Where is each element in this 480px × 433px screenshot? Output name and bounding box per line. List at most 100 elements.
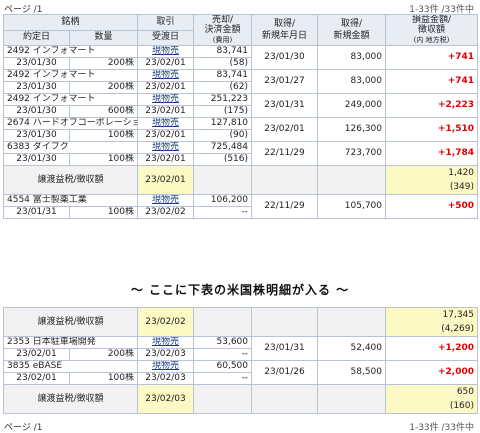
pager-count: 1-33件 /33件中 [409,5,474,15]
sell-amount: 251,223 [193,93,253,106]
empty-cell [193,307,253,337]
fee-amount: (58) [193,57,253,70]
table-row: 4554 富士製薬工業 現物売 106,200 22/11/29 105,700 +500 [2,194,479,219]
hdr-soneki: 損益金額/ [411,15,452,26]
us-stock-note: ～ ここに下表の米国株明細が入る ～ [130,283,350,297]
hdr-kessai: 決済金額 [204,25,241,35]
table-row: 2353 日本駐車場開発 現物売 53,600 23/01/31 52,400 +1,20… [2,336,479,361]
tax-amount: 17,345 [385,307,479,322]
local-tax-amount: (349) [385,180,479,195]
hdr-shinki-kin: 新規金額 [333,31,370,41]
stock-name: 3835 eBASE [2,360,139,373]
acquire-amount: 723,700 [317,141,387,166]
trade-type-link[interactable]: 現物売 [137,117,195,130]
execution-date: 23/01/30 [3,153,70,166]
tax-summary-date: 23/02/01 [137,165,195,195]
col-header-meigara: 銘柄 [2,14,139,31]
table-row: 2492 インフォマート 現物売 251,223 23/01/31 249,000 +2,… [2,93,479,118]
table-row: 23/02/01 200株 23/02/03 -- [3,348,478,361]
pager-top: ページ /1 1-33件 /33件中 [0,2,480,15]
sell-amount: 60,500 [193,360,253,373]
hdr-baikyaku: 売却/ [211,15,234,26]
profit-amount: +500 [385,194,479,219]
tax-summary-row: 譲渡益税/徴収額 23/02/01 1,420 [2,165,479,195]
trade-table-1: 銘柄 取引 売却/ 決済金額 (費用) 取得/ 新規年月日 取得/ 新規金額 損… [2,14,479,219]
acquire-amount: 83,000 [317,45,387,70]
empty-cell [317,384,387,414]
quantity: 100株 [68,372,139,385]
fee-amount: -- [193,206,253,219]
table-row: 23/02/01 100株 23/02/03 -- [3,372,478,385]
delivery-date: 23/02/01 [137,105,195,118]
tax-summary-label: 譲渡益税/徴収額 [2,384,139,414]
col-header-soneki: 損益金額/ 徴収額 (内 地方税) [385,14,479,46]
stock-name: 2353 日本駐車場開発 [2,336,139,349]
acquire-date: 22/11/29 [251,194,319,219]
hdr-shutoku2: 取得/ [340,19,363,29]
execution-date: 23/02/01 [3,372,70,385]
table-row: 23/01/30 600株 23/02/01 (175) [3,105,478,118]
trade-type-link[interactable]: 現物売 [137,69,195,82]
acquire-date: 23/01/26 [251,360,319,385]
trade-type-link[interactable]: 現物売 [137,141,195,154]
pager-page: ページ /1 [4,5,43,15]
stock-name: 4554 富士製薬工業 [2,194,139,207]
stock-name: 2492 インフォマート [2,69,139,82]
empty-cell [317,165,387,195]
acquire-date: 23/01/30 [251,45,319,70]
pager-bottom: ページ /1 1-33件 /33件中 [0,420,480,433]
col-header-yakujo: 約定日 [3,29,70,46]
col-header-shutoku-amount: 取得/ 新規金額 [317,14,387,46]
profit-amount: +2,223 [385,93,479,118]
trade-type-link[interactable]: 現物売 [137,360,195,373]
quantity: 600株 [68,105,139,118]
local-tax-amount: (160) [385,399,479,414]
table-row: 2492 インフォマート 現物売 83,741 23/01/30 83,000 +741 [2,45,479,70]
fee-amount: (90) [193,129,253,142]
stock-name: 2674 ハードオフコーポレーション [2,117,139,130]
acquire-date: 23/01/31 [251,93,319,118]
fee-amount: (62) [193,81,253,94]
fee-amount: (516) [193,153,253,166]
table-row: 6383 ダイフク 現物売 725,484 22/11/29 723,700 +1,784 [2,141,479,166]
tax-summary-row: 譲渡益税/徴収額 23/02/02 17,345 [2,307,479,337]
sell-amount: 127,810 [193,117,253,130]
trade-type-link[interactable]: 現物売 [137,194,195,207]
execution-date: 23/01/30 [3,57,70,70]
empty-cell [251,307,319,337]
hdr-shinki-ymd: 新規年月日 [262,31,308,41]
tax-summary-label: 譲渡益税/徴収額 [2,165,139,195]
col-header-shutoku-date: 取得/ 新規年月日 [251,14,319,46]
hdr-choshu: 徴収額 [418,25,446,35]
tax-summary-row: (160) [4,399,479,414]
local-tax-amount: (4,269) [385,322,479,337]
hdr-shutoku: 取得/ [273,19,296,29]
trade-type-link[interactable]: 現物売 [137,45,195,58]
quantity: 100株 [68,129,139,142]
acquire-amount: 52,400 [317,336,387,361]
delivery-date: 23/02/01 [137,153,195,166]
col-header-ukewatashi: 受渡日 [137,29,195,46]
acquire-date: 23/02/01 [251,117,319,142]
stock-name: 2492 インフォマート [2,93,139,106]
hdr-chihou: (内 地方税) [413,36,450,44]
delivery-date: 23/02/01 [137,81,195,94]
profit-amount: +1,510 [385,117,479,142]
quantity: 100株 [68,206,139,219]
acquire-date: 22/11/29 [251,141,319,166]
acquire-amount: 83,000 [317,69,387,94]
delivery-date: 23/02/03 [137,348,195,361]
trade-type-link[interactable]: 現物売 [137,336,195,349]
sell-amount: 83,741 [193,69,253,82]
empty-cell [251,165,319,195]
pager-page: ページ /1 [4,423,43,433]
table-row: 23/01/30 100株 23/02/01 (516) [3,153,478,166]
empty-cell [193,165,253,195]
profit-amount: +1,200 [385,336,479,361]
profit-amount: +2,000 [385,360,479,385]
tax-summary-label: 譲渡益税/徴収額 [2,307,139,337]
tax-summary-date: 23/02/03 [137,384,195,414]
profit-amount: +1,784 [385,141,479,166]
profit-amount: +741 [385,69,479,94]
trade-type-link[interactable]: 現物売 [137,93,195,106]
